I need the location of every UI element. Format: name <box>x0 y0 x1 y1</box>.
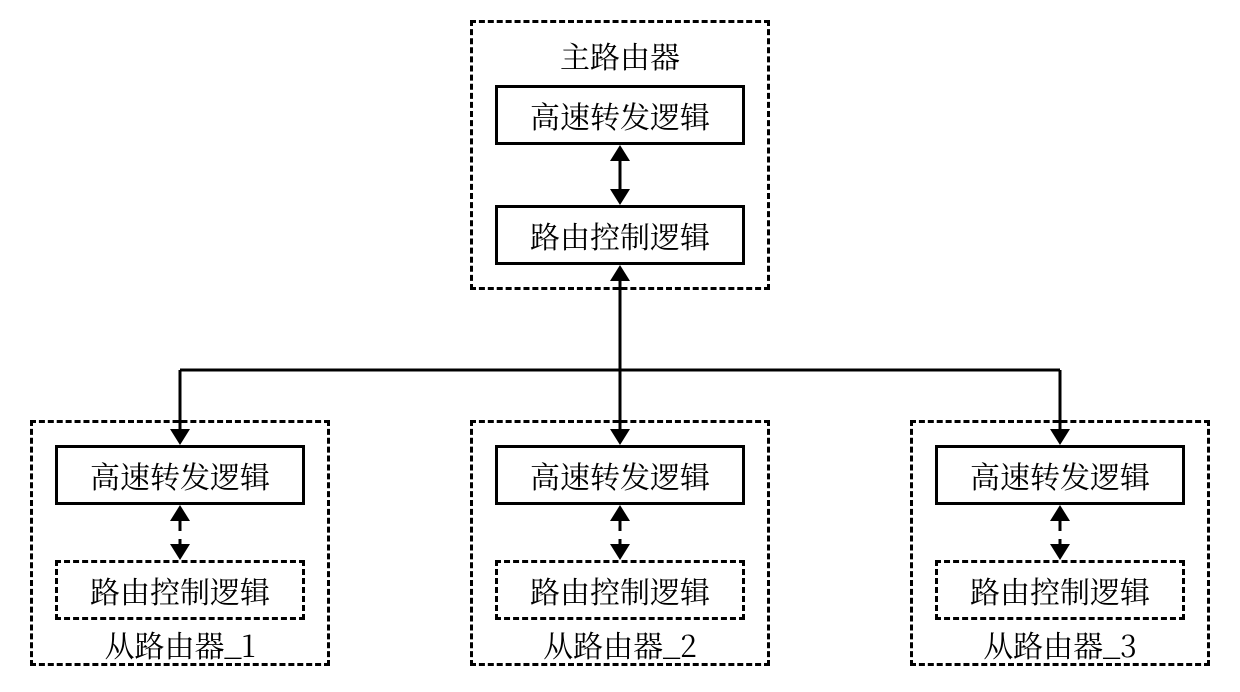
label: 从路由器_2 <box>543 622 697 666</box>
label: 高速转发逻辑 <box>530 93 710 137</box>
label: 高速转发逻辑 <box>530 453 710 497</box>
master-control-logic: 路由控制逻辑 <box>495 205 745 265</box>
slave2-title: 从路由器_2 <box>495 624 745 664</box>
label: 高速转发逻辑 <box>970 453 1150 497</box>
slave3-forward-logic: 高速转发逻辑 <box>935 445 1185 505</box>
label: 从路由器_1 <box>104 622 255 666</box>
label: 路由控制逻辑 <box>970 568 1150 612</box>
master-forward-logic: 高速转发逻辑 <box>495 85 745 145</box>
diagram-stage: 主路由器 高速转发逻辑 路由控制逻辑 高速转发逻辑 路由控制逻辑 从路由器_1 … <box>0 0 1240 692</box>
slave1-forward-logic: 高速转发逻辑 <box>55 445 305 505</box>
label: 路由控制逻辑 <box>530 213 710 257</box>
label: 高速转发逻辑 <box>90 453 270 497</box>
slave3-title: 从路由器_3 <box>935 624 1185 664</box>
slave1-title: 从路由器_1 <box>55 624 305 664</box>
master-router-title: 主路由器 <box>495 35 745 75</box>
label: 路由控制逻辑 <box>530 568 710 612</box>
slave3-control-logic: 路由控制逻辑 <box>935 560 1185 620</box>
slave1-control-logic: 路由控制逻辑 <box>55 560 305 620</box>
slave2-control-logic: 路由控制逻辑 <box>495 560 745 620</box>
label: 路由控制逻辑 <box>90 568 270 612</box>
label: 从路由器_3 <box>983 622 1137 666</box>
slave2-forward-logic: 高速转发逻辑 <box>495 445 745 505</box>
label: 主路由器 <box>560 33 680 77</box>
